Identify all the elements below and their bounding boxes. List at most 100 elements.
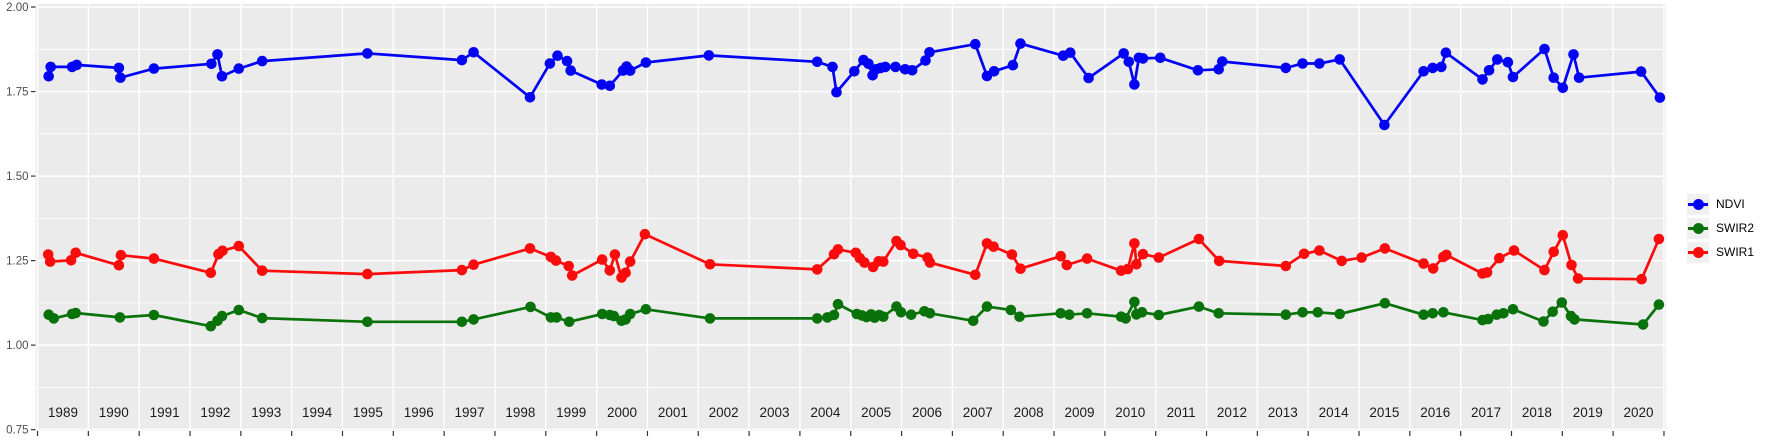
- x-tick-label: 1997: [455, 405, 485, 420]
- data-point-swir2: [1297, 307, 1308, 318]
- data-point-swir2: [967, 315, 979, 327]
- x-tick-label: 2019: [1573, 405, 1603, 420]
- data-point-ndvi: [1334, 54, 1345, 65]
- data-point-ndvi: [1573, 72, 1585, 83]
- data-point-ndvi: [1137, 53, 1149, 64]
- data-point-swir1: [456, 264, 468, 276]
- data-point-swir2: [1193, 301, 1205, 312]
- data-point-swir2: [233, 304, 245, 316]
- x-tick-label: 1994: [302, 405, 333, 420]
- data-point-ndvi: [624, 65, 636, 76]
- data-point-swir2: [1637, 319, 1649, 330]
- x-tick-label: 1998: [505, 405, 535, 420]
- data-point-swir1: [563, 260, 574, 272]
- data-point-swir1: [811, 264, 823, 275]
- ndvi-key-icon: [1687, 194, 1709, 215]
- data-point-swir1: [1379, 243, 1391, 254]
- swir2-point-icon: [1692, 223, 1704, 234]
- data-point-swir2: [811, 313, 823, 324]
- data-point-ndvi: [1635, 66, 1647, 77]
- x-tick-label: 2010: [1115, 405, 1145, 420]
- data-point-swir1: [859, 257, 870, 268]
- data-point-swir1: [1213, 255, 1225, 267]
- data-point-swir1: [70, 247, 81, 259]
- data-point-ndvi: [1477, 74, 1488, 85]
- data-point-swir2: [1064, 309, 1075, 321]
- data-point-swir1: [44, 256, 56, 267]
- data-point-ndvi: [640, 57, 652, 68]
- data-point-swir2: [551, 312, 562, 323]
- data-point-swir2: [1556, 297, 1568, 308]
- x-tick-label: 1991: [150, 405, 180, 420]
- data-point-ndvi: [1123, 56, 1135, 68]
- data-point-swir1: [1636, 273, 1647, 285]
- legend: NDVI SWIR2 SWIR1: [1687, 194, 1754, 263]
- y-tick-label: 1.25: [6, 256, 28, 268]
- data-point-ndvi: [1007, 59, 1019, 71]
- data-point-swir1: [878, 256, 889, 267]
- y-tick-label: 0.75: [6, 425, 28, 437]
- data-point-ndvi: [1548, 72, 1559, 83]
- data-point-swir2: [216, 310, 228, 322]
- data-point-ndvi: [890, 61, 901, 73]
- data-point-swir1: [468, 259, 479, 271]
- data-point-ndvi: [604, 80, 616, 92]
- data-point-swir2: [1498, 308, 1509, 319]
- data-point-swir2: [832, 298, 844, 310]
- data-point-swir1: [1193, 233, 1205, 245]
- data-point-ndvi: [362, 48, 373, 59]
- x-tick-label: 2007: [963, 405, 993, 420]
- data-point-swir1: [217, 245, 228, 257]
- data-point-ndvi: [565, 65, 576, 76]
- x-tick-label: 1992: [200, 405, 230, 420]
- data-point-swir1: [1015, 263, 1026, 275]
- data-point-swir1: [115, 249, 127, 261]
- data-point-swir1: [1356, 252, 1367, 263]
- data-point-ndvi: [863, 58, 874, 70]
- data-point-swir1: [1081, 253, 1093, 264]
- data-point-ndvi: [256, 55, 268, 67]
- data-point-swir1: [908, 248, 919, 260]
- data-point-ndvi: [233, 63, 245, 74]
- data-point-swir1: [1557, 229, 1569, 241]
- data-point-ndvi: [1065, 47, 1076, 58]
- data-point-ndvi: [71, 59, 82, 71]
- data-point-swir1: [1131, 259, 1142, 270]
- data-point-swir1: [1153, 252, 1165, 263]
- data-point-ndvi: [596, 79, 607, 90]
- data-point-swir2: [1438, 307, 1449, 318]
- data-point-swir1: [233, 240, 245, 252]
- data-point-swir2: [1653, 299, 1665, 310]
- data-point-swir1: [604, 265, 616, 276]
- data-point-swir2: [878, 311, 889, 323]
- data-point-swir2: [1538, 316, 1549, 327]
- data-point-ndvi: [216, 71, 228, 82]
- data-point-swir1: [970, 269, 981, 281]
- x-tick-label: 2000: [607, 405, 637, 420]
- data-point-swir1: [1280, 260, 1292, 272]
- data-point-ndvi: [45, 61, 56, 73]
- data-point-ndvi: [1440, 47, 1452, 58]
- x-tick-label: 1989: [48, 405, 78, 420]
- data-point-swir1: [148, 253, 160, 264]
- data-point-swir1: [1427, 263, 1439, 274]
- data-point-ndvi: [1539, 43, 1550, 55]
- data-point-swir2: [608, 310, 620, 322]
- data-point-swir2: [256, 312, 268, 324]
- x-tick-label: 2002: [709, 405, 739, 420]
- data-point-ndvi: [115, 72, 126, 83]
- data-point-ndvi: [827, 61, 838, 73]
- data-point-ndvi: [468, 47, 479, 58]
- data-point-swir2: [1081, 308, 1093, 319]
- x-tick-label: 2008: [1014, 405, 1044, 420]
- data-point-ndvi: [1436, 61, 1447, 73]
- data-point-ndvi: [1015, 38, 1026, 49]
- data-point-swir2: [1312, 307, 1324, 318]
- data-point-swir1: [1566, 259, 1577, 271]
- data-point-swir2: [924, 308, 936, 319]
- legend-item-ndvi: NDVI: [1687, 194, 1754, 215]
- data-point-swir1: [1061, 259, 1073, 271]
- data-point-swir2: [148, 309, 160, 321]
- data-point-ndvi: [1418, 66, 1429, 77]
- data-point-swir2: [456, 316, 468, 328]
